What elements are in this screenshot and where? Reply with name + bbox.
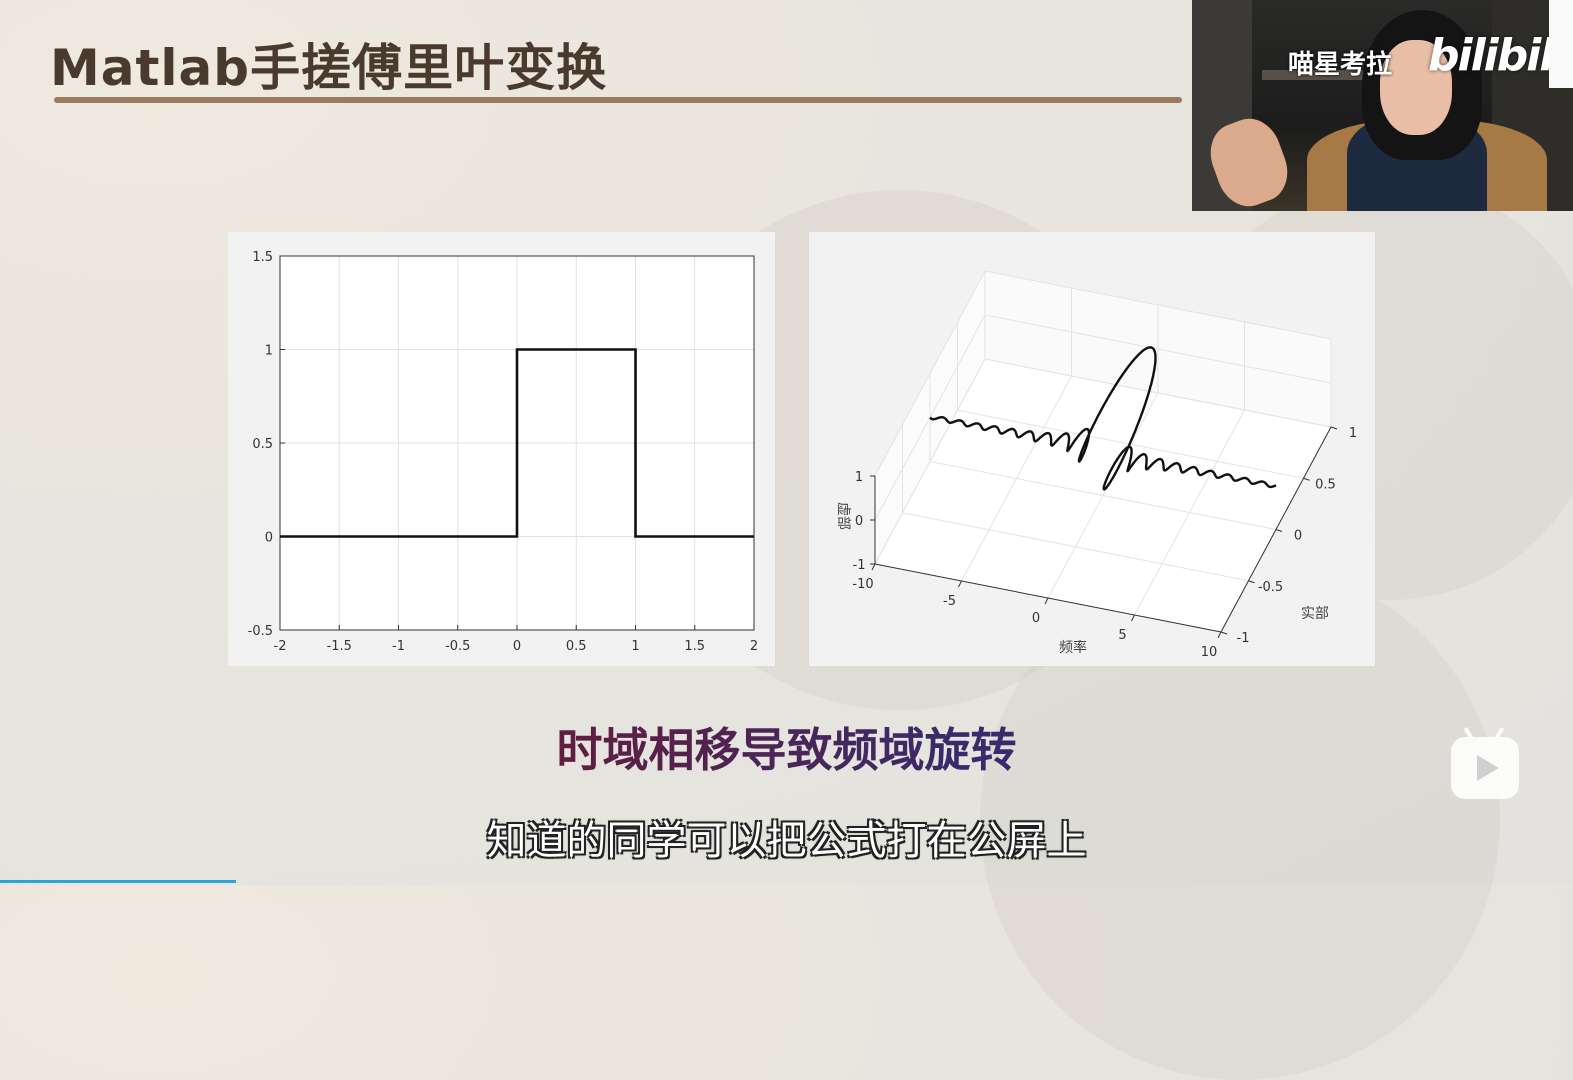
title-underline	[54, 97, 1182, 103]
x-tick-label: 0	[513, 639, 521, 654]
y-tick-label: -0.5	[1258, 580, 1283, 595]
x-tick-label: -10	[852, 577, 873, 592]
z-axis-label: 虚部	[835, 502, 851, 530]
x-tick	[958, 580, 962, 588]
side-edge	[1549, 0, 1573, 88]
uploader-name: 喵星考拉	[1288, 50, 1393, 80]
series-line-rect	[280, 348, 754, 538]
x-tick-label: -5	[943, 594, 956, 609]
bilibili-logo: bilibili	[1428, 30, 1567, 81]
presenter-face	[1380, 40, 1452, 135]
y-tick	[1248, 580, 1255, 584]
y-tick-label: 0.5	[252, 437, 273, 452]
grid-line	[874, 358, 1332, 565]
x-tick-label: -1	[392, 639, 405, 654]
x-tick	[1044, 597, 1049, 605]
background-shelf	[1262, 70, 1372, 80]
slide-caption: 时域相移导致频域旋转	[0, 714, 1573, 780]
x-tick-label: -1.5	[327, 639, 352, 654]
x-tick-label: 1.5	[684, 639, 705, 654]
y-tick	[1330, 426, 1338, 430]
y-axis-label: 实部	[1301, 606, 1329, 622]
time-domain-plot: -2 -1.5 -1 -0.5 0 0.5 1 1.5 2 -0.5 0 0.5 1 1.5	[248, 250, 759, 654]
x-tick-label: -0.5	[445, 639, 470, 654]
y-tick-label: -1	[1237, 631, 1250, 646]
y-tick	[1220, 631, 1228, 635]
y-tick-label: -0.5	[248, 624, 273, 639]
spectrum-spiral-line	[928, 346, 1277, 491]
y-tick	[1303, 477, 1310, 481]
frequency-domain-chart: -10 -5 0 5 10 -1 -0.5 0 0.5 1 -1 0 1 频率 实部 虚部	[809, 232, 1375, 666]
z-tick-label: 1	[855, 470, 863, 485]
video-subtitle: 知道的同学可以把公式打在公屏上	[486, 818, 1087, 864]
x-tick	[871, 563, 876, 571]
x-tick-label: 0.5	[566, 639, 587, 654]
x-axis-label: 频率	[1059, 639, 1087, 656]
x-tick-label: 0	[1032, 611, 1040, 626]
grid-line	[874, 270, 1332, 477]
video-progress-bar[interactable]	[0, 880, 236, 883]
z-tick-label: -1	[853, 558, 866, 573]
x-tick	[1131, 614, 1135, 622]
play-icon	[1477, 755, 1499, 781]
y-tick-label: 0	[265, 531, 273, 546]
x-tick-label: 5	[1118, 628, 1126, 643]
x-tick	[1217, 631, 1222, 639]
y-tick-label: 1.5	[252, 250, 273, 265]
x-tick-label: 10	[1201, 645, 1218, 660]
x-tick-label: 2	[750, 639, 758, 654]
z-tick-label: 0	[855, 514, 863, 529]
time-domain-chart: -2 -1.5 -1 -0.5 0 0.5 1 1.5 2 -0.5 0 0.5 1 1.5	[228, 232, 775, 666]
slide-title: Matlab手搓傅里叶变换	[50, 39, 608, 97]
y-tick	[1275, 529, 1283, 532]
y-tick-label: 1	[265, 344, 273, 359]
x-tick-label: 1	[631, 639, 639, 654]
y-tick-label: 1	[1349, 426, 1357, 441]
grid-line	[874, 314, 1332, 521]
y-tick-label: 0.5	[1315, 477, 1336, 492]
y-tick-label: 0	[1294, 529, 1302, 544]
presenter-webcam: 喵星考拉 bilibili	[1192, 0, 1573, 211]
plot-frame	[279, 255, 755, 631]
bilibili-tv-button[interactable]	[1451, 726, 1519, 799]
x-tick-label: -2	[274, 639, 287, 654]
